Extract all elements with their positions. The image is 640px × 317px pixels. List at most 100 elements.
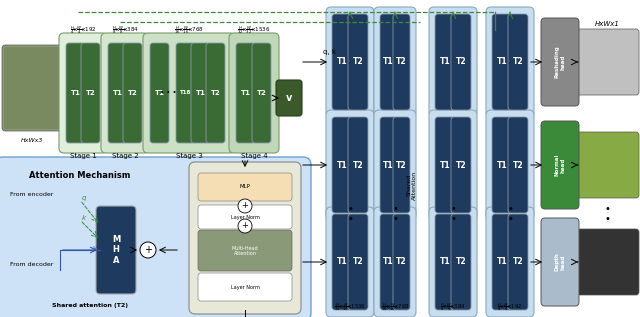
Text: T18: T18 xyxy=(180,90,191,95)
Text: T1: T1 xyxy=(440,57,451,67)
Text: $\frac{H}{8}$x$\frac{W}{8}$x384: $\frac{H}{8}$x$\frac{W}{8}$x384 xyxy=(111,24,138,36)
Text: T2: T2 xyxy=(353,57,364,67)
Text: T2: T2 xyxy=(456,160,467,170)
FancyBboxPatch shape xyxy=(206,43,225,143)
Text: T2: T2 xyxy=(513,57,524,67)
FancyBboxPatch shape xyxy=(326,207,374,317)
FancyBboxPatch shape xyxy=(429,110,477,220)
Text: HxWx1: HxWx1 xyxy=(595,21,620,27)
FancyBboxPatch shape xyxy=(252,43,271,143)
FancyBboxPatch shape xyxy=(575,29,639,95)
FancyBboxPatch shape xyxy=(492,14,512,110)
Text: T1: T1 xyxy=(383,257,394,267)
FancyBboxPatch shape xyxy=(508,117,528,213)
FancyBboxPatch shape xyxy=(435,14,455,110)
FancyBboxPatch shape xyxy=(486,207,534,317)
Text: Shared
Attention: Shared Attention xyxy=(406,171,417,200)
Text: T1: T1 xyxy=(440,257,451,267)
Text: HxWx3: HxWx3 xyxy=(21,138,43,143)
FancyBboxPatch shape xyxy=(380,14,397,110)
FancyBboxPatch shape xyxy=(229,33,279,153)
FancyBboxPatch shape xyxy=(393,214,410,310)
FancyBboxPatch shape xyxy=(541,218,579,306)
FancyBboxPatch shape xyxy=(4,47,61,129)
Text: From decoder: From decoder xyxy=(10,262,53,268)
Circle shape xyxy=(238,199,252,213)
FancyBboxPatch shape xyxy=(66,43,85,143)
Text: •: • xyxy=(604,204,610,214)
Text: Reshading
head: Reshading head xyxy=(555,46,565,78)
Text: Normal
head: Normal head xyxy=(555,154,565,176)
Text: T2: T2 xyxy=(86,90,95,96)
Text: T2: T2 xyxy=(396,57,407,67)
FancyBboxPatch shape xyxy=(451,117,471,213)
Text: T1: T1 xyxy=(70,90,81,96)
FancyBboxPatch shape xyxy=(393,117,410,213)
FancyBboxPatch shape xyxy=(198,230,292,271)
Text: q, k: q, k xyxy=(323,49,336,55)
Text: •: • xyxy=(450,204,456,214)
Text: T1: T1 xyxy=(497,160,508,170)
Text: •: • xyxy=(507,204,513,214)
FancyBboxPatch shape xyxy=(198,205,292,229)
Text: +: + xyxy=(241,222,248,230)
Text: $\frac{H}{16}$x$\frac{W}{16}$x768: $\frac{H}{16}$x$\frac{W}{16}$x768 xyxy=(381,301,410,313)
Text: Stage 2: Stage 2 xyxy=(112,153,138,159)
Text: T1: T1 xyxy=(383,160,394,170)
Text: T1: T1 xyxy=(497,57,508,67)
Text: T1: T1 xyxy=(155,90,164,96)
FancyBboxPatch shape xyxy=(332,117,352,213)
FancyBboxPatch shape xyxy=(393,14,410,110)
Text: T1: T1 xyxy=(337,257,348,267)
FancyBboxPatch shape xyxy=(176,43,195,143)
Text: Stage 1: Stage 1 xyxy=(70,153,97,159)
Text: •: • xyxy=(347,214,353,223)
Text: From encoder: From encoder xyxy=(10,192,53,197)
Text: Layer Norm: Layer Norm xyxy=(230,215,259,219)
Text: • • •: • • • xyxy=(160,90,176,96)
FancyBboxPatch shape xyxy=(429,207,477,317)
Text: •: • xyxy=(392,214,398,223)
FancyBboxPatch shape xyxy=(59,33,107,153)
Text: $\frac{H}{32}$x$\frac{W}{32}$x1536: $\frac{H}{32}$x$\frac{W}{32}$x1536 xyxy=(237,24,271,36)
FancyBboxPatch shape xyxy=(332,14,352,110)
FancyBboxPatch shape xyxy=(276,80,302,116)
Text: +: + xyxy=(144,245,152,255)
FancyBboxPatch shape xyxy=(380,117,397,213)
Text: v: v xyxy=(93,245,97,251)
Text: T2: T2 xyxy=(513,257,524,267)
Text: q: q xyxy=(82,195,86,201)
Text: •: • xyxy=(450,214,456,223)
FancyBboxPatch shape xyxy=(0,157,311,317)
Text: •: • xyxy=(507,214,513,223)
FancyBboxPatch shape xyxy=(380,214,397,310)
FancyBboxPatch shape xyxy=(374,207,416,317)
FancyBboxPatch shape xyxy=(150,43,169,143)
Text: M
H
A: M H A xyxy=(112,235,120,265)
FancyBboxPatch shape xyxy=(236,43,255,143)
FancyBboxPatch shape xyxy=(81,43,100,143)
FancyBboxPatch shape xyxy=(486,110,534,220)
Text: T1: T1 xyxy=(337,160,348,170)
Text: T2: T2 xyxy=(353,160,364,170)
Text: T2: T2 xyxy=(513,160,524,170)
Text: T2: T2 xyxy=(396,160,407,170)
FancyBboxPatch shape xyxy=(332,214,352,310)
Text: T2: T2 xyxy=(396,257,407,267)
FancyBboxPatch shape xyxy=(96,206,136,294)
FancyBboxPatch shape xyxy=(348,214,368,310)
Text: T1: T1 xyxy=(440,160,451,170)
Text: •: • xyxy=(347,204,353,214)
Text: $\frac{H}{4}$x$\frac{W}{4}$x192: $\frac{H}{4}$x$\frac{W}{4}$x192 xyxy=(70,24,96,36)
FancyBboxPatch shape xyxy=(326,7,374,117)
Text: T2: T2 xyxy=(127,90,138,96)
FancyBboxPatch shape xyxy=(508,214,528,310)
Text: •: • xyxy=(392,204,398,214)
FancyBboxPatch shape xyxy=(143,33,235,153)
Text: $\frac{H}{16}$x$\frac{W}{16}$x768: $\frac{H}{16}$x$\frac{W}{16}$x768 xyxy=(174,24,204,36)
FancyBboxPatch shape xyxy=(486,7,534,117)
FancyBboxPatch shape xyxy=(101,33,149,153)
FancyBboxPatch shape xyxy=(429,7,477,117)
Text: Stage 4: Stage 4 xyxy=(241,153,268,159)
Text: v: v xyxy=(286,93,292,103)
